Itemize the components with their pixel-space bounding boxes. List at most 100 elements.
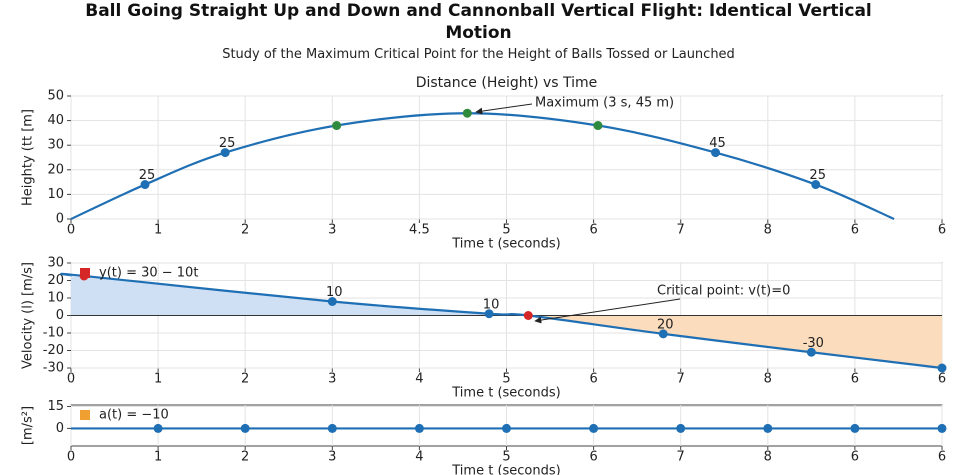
y-tick-label: 10 <box>47 291 64 306</box>
point <box>462 108 472 118</box>
x-tick-label: 7 <box>677 372 685 387</box>
x-tick-label: 6 <box>938 372 946 387</box>
point <box>937 363 947 373</box>
y-tick-label: 50 <box>47 89 64 104</box>
page-subtitle: Study of the Maximum Critical Point for … <box>222 47 735 62</box>
y-tick-label: 30 <box>47 138 64 153</box>
y-tick-label: 30 <box>47 256 64 271</box>
point-label: 10 <box>483 297 500 312</box>
annotation: Critical point: v(t)=0 <box>657 284 790 299</box>
x-tick-label: 6 <box>851 223 859 238</box>
x-tick-label: 1 <box>154 372 162 387</box>
area-above <box>71 274 942 316</box>
x-tick-label: 3 <box>328 450 336 465</box>
point <box>763 423 773 433</box>
y-tick-label: 10 <box>47 187 64 202</box>
x-tick-label: 5 <box>502 450 510 465</box>
x-tick-label: 6 <box>589 372 597 387</box>
x-tick-label: 3 <box>328 372 336 387</box>
x-axis-label: Time t (seconds) <box>451 386 560 401</box>
x-tick-label: 4 <box>415 372 423 387</box>
point <box>658 329 668 339</box>
area-below <box>71 315 942 368</box>
point <box>523 311 533 320</box>
x-tick-label: 0 <box>67 223 75 238</box>
annotation-arrow <box>534 298 681 324</box>
point-label: 25 <box>809 168 826 183</box>
chart-title: Distance (Height) vs Time <box>416 75 598 91</box>
point <box>140 180 150 190</box>
x-tick-label: 1 <box>154 223 162 238</box>
x-tick-label: 6 <box>589 450 597 465</box>
point <box>806 347 816 357</box>
x-tick-label: 1 <box>154 450 162 465</box>
point <box>811 180 821 190</box>
x-tick-label: 7 <box>677 450 685 465</box>
point <box>484 309 494 319</box>
x-tick-label: 3 <box>328 223 336 238</box>
point <box>937 423 947 433</box>
x-tick-label: 5 <box>502 372 510 387</box>
point <box>153 423 163 433</box>
point-label: 25 <box>219 136 236 151</box>
x-tick-label: 7 <box>677 223 685 238</box>
legend-label: y(t) = 30 − 10t <box>99 266 198 281</box>
x-tick-label: 2 <box>241 450 249 465</box>
x-tick-label: 2 <box>241 223 249 238</box>
y-axis-label: [m/s²] <box>21 406 36 445</box>
y-tick-label: 20 <box>47 162 64 177</box>
legend-label: a(t) = −10 <box>99 408 169 423</box>
point-label: 25 <box>139 168 156 183</box>
point <box>593 121 603 131</box>
point-label: 45 <box>709 136 726 151</box>
x-tick-label: 4.5 <box>409 223 430 238</box>
y-tick-label: -30 <box>43 361 64 376</box>
point <box>502 423 511 433</box>
point-label: 10 <box>326 285 343 300</box>
x-tick-label: 6 <box>851 450 859 465</box>
x-tick-label: 2 <box>241 372 249 387</box>
point-label: -30 <box>803 336 824 351</box>
point <box>220 148 230 158</box>
legend-swatch <box>80 410 90 420</box>
point-label: 20 <box>657 317 674 332</box>
x-tick-label: 6 <box>851 372 859 387</box>
y-tick-label: 0 <box>56 421 64 436</box>
y-tick-label: 0 <box>56 212 64 227</box>
line <box>60 272 943 370</box>
point <box>850 423 860 433</box>
point <box>327 297 337 306</box>
y-tick-label: 15 <box>47 399 64 414</box>
point <box>327 423 337 433</box>
x-tick-label: 0 <box>67 372 75 387</box>
x-tick-label: 0 <box>67 450 75 465</box>
x-tick-label: 8 <box>764 223 772 238</box>
y-axis-label: Heighty (tt [m] <box>21 109 36 206</box>
x-tick-label: 8 <box>764 372 772 387</box>
point <box>414 423 424 433</box>
point <box>589 423 599 433</box>
y-tick-label: 40 <box>47 113 64 128</box>
y-tick-label: 0 <box>56 308 64 323</box>
x-tick-label: 6 <box>589 223 597 238</box>
point <box>711 148 721 158</box>
legend-swatch <box>80 268 90 278</box>
x-tick-label: 6 <box>938 223 946 238</box>
x-tick-label: 5 <box>502 223 510 238</box>
point <box>676 423 686 433</box>
x-axis-label: Time t (seconds) <box>451 464 560 475</box>
y-tick-label: -10 <box>43 326 64 341</box>
page-title: Ball Going Straight Up and Down and Cann… <box>85 1 872 43</box>
y-tick-label: 20 <box>47 273 64 288</box>
x-tick-label: 6 <box>938 450 946 465</box>
point <box>240 423 250 433</box>
x-tick-label: 4 <box>415 450 423 465</box>
x-axis-label: Time t (seconds) <box>451 237 560 252</box>
annotation-arrow <box>475 103 533 115</box>
y-axis-label: Velocity (l) [m/s] <box>21 262 36 369</box>
y-tick-label: -20 <box>43 343 64 358</box>
x-tick-label: 8 <box>764 450 772 465</box>
point <box>332 121 342 131</box>
